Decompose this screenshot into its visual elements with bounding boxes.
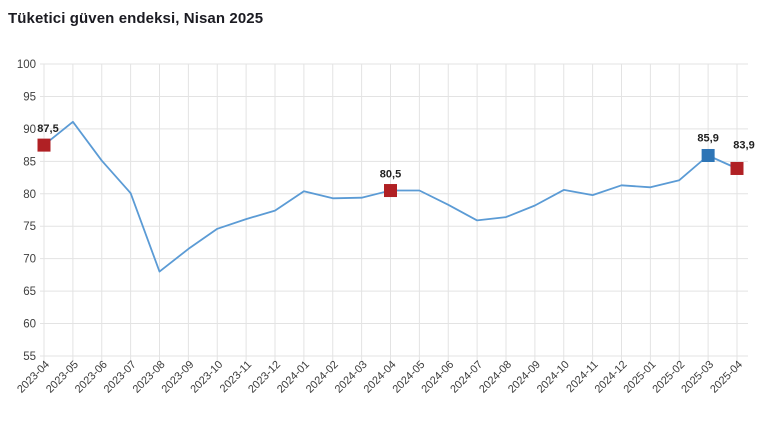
y-axis-tick-label: 80 [23, 189, 36, 201]
data-point-label: 87,5 [37, 123, 58, 135]
chart-title: Tüketici güven endeksi, Nisan 2025 [8, 10, 264, 27]
data-point-label: 83,9 [733, 139, 754, 151]
line-chart-svg: 5560657075808590951002023-042023-052023-… [15, 59, 755, 396]
y-axis-tick-label: 100 [17, 59, 36, 71]
y-axis-tick-label: 95 [23, 91, 36, 103]
y-axis-tick-label: 90 [23, 124, 36, 136]
y-axis-tick-label: 70 [23, 254, 36, 266]
data-point-marker [701, 148, 715, 162]
data-point-marker [730, 161, 744, 175]
x-axis-tick-label: 2025-04 [708, 359, 745, 396]
x-axis-tick-label: 2024-10 [535, 359, 572, 396]
x-axis-tick-label: 2023-10 [188, 359, 225, 396]
y-axis-tick-label: 60 [23, 319, 36, 331]
data-point-label: 80,5 [380, 169, 401, 181]
data-point-marker [384, 184, 397, 198]
y-axis-tick-label: 55 [23, 351, 36, 363]
data-point-label: 85,9 [697, 132, 718, 144]
data-point-marker [37, 138, 51, 152]
y-axis-tick-label: 75 [23, 221, 36, 233]
y-axis-tick-label: 85 [23, 156, 36, 168]
y-axis-tick-label: 65 [23, 286, 36, 298]
chart-area: 55 60 65 70 75 80 85 90 95 100 2023-04 2023-05 2023-… [0, 44, 770, 427]
chart-header: Tüketici güven endeksi, Nisan 2025 [0, 0, 770, 34]
